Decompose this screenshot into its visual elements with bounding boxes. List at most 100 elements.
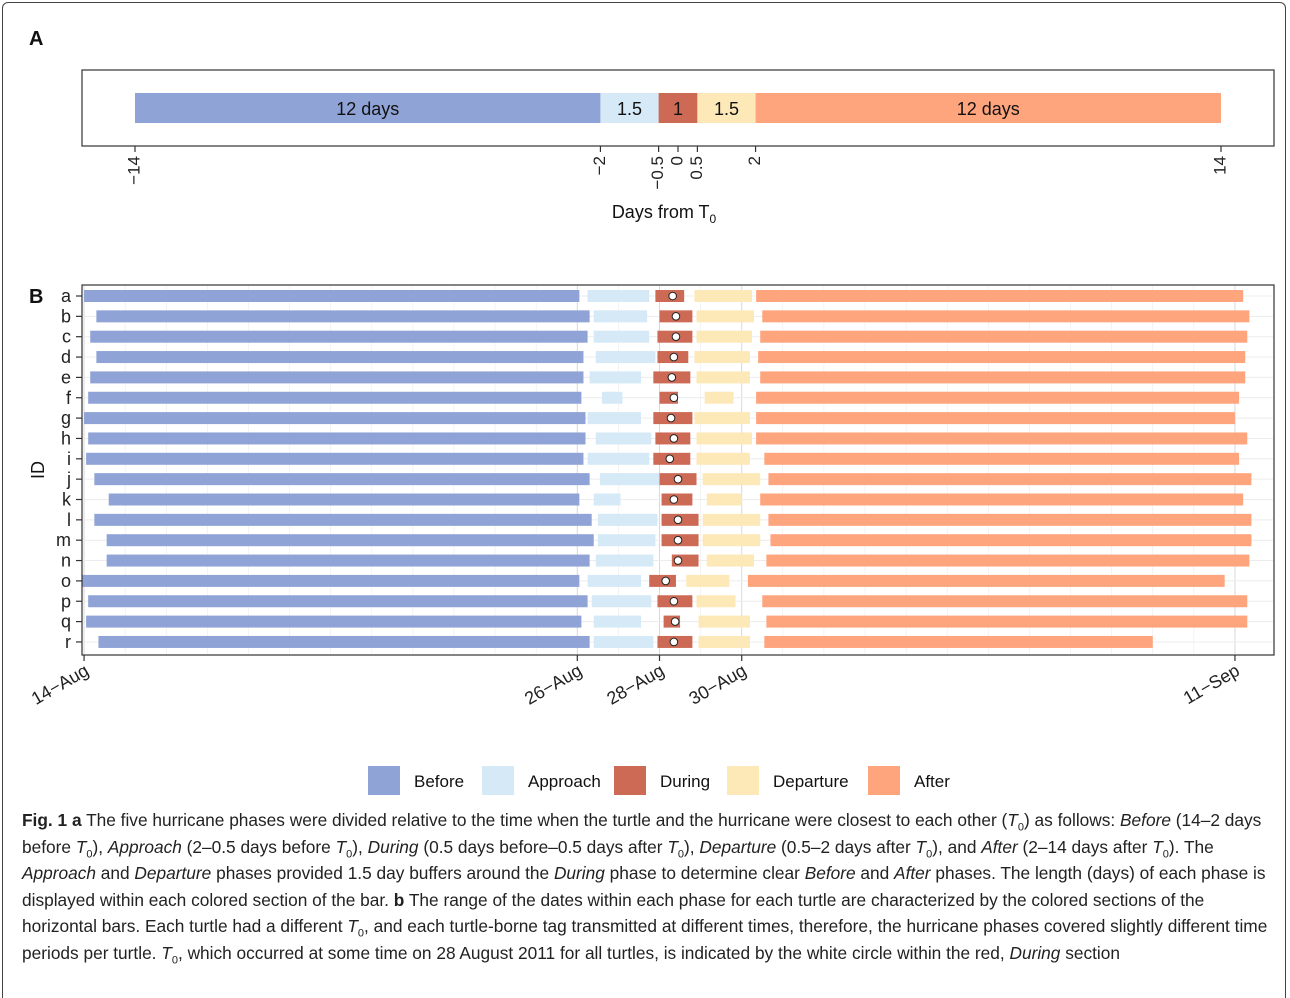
chart-b-bar-g-before: [84, 412, 586, 425]
legend: Before Approach During Departure After: [368, 766, 950, 795]
chart-b-bar-r-departure: [698, 635, 750, 648]
chart-b-ytick-label: p: [61, 591, 71, 611]
chart-b-bar-m-departure: [702, 534, 761, 547]
chart-b-bar-o-before: [82, 574, 580, 587]
chart-b-bar-n-after: [766, 554, 1250, 567]
chart-b-border: [81, 284, 1275, 656]
chart-b-t0-point-p: [669, 596, 679, 606]
chart-b-bar-l-departure: [702, 513, 761, 526]
chart-a-xlabel: Days from T0: [612, 202, 717, 226]
chart-b-t0-point-q: [670, 617, 680, 626]
chart-b-t0-point-e: [667, 373, 677, 382]
chart-b-bar-h-before: [88, 432, 586, 445]
chart-b-t0-point-d: [669, 352, 679, 362]
chart-b-ytick-label: l: [67, 510, 71, 530]
chart-b-t0-point-m: [673, 535, 683, 545]
chart-b-ylabel: ID: [28, 461, 48, 479]
chart-b-bar-i-departure: [696, 452, 750, 465]
chart-b-bar-f-before: [88, 391, 582, 404]
chart-b-t0-point-b: [671, 312, 681, 321]
chart-b-bar-c-before: [90, 330, 588, 343]
chart-b-bar-o-approach: [587, 574, 642, 587]
chart-b-bar-r-approach: [593, 635, 654, 648]
chart-b-t0-point-h: [669, 434, 679, 443]
chart-b-t0-point-o: [661, 576, 670, 586]
chart-b-bar-q-departure: [698, 615, 750, 628]
chart-b-t0-point-i: [665, 454, 675, 464]
chart-b-bar-p-departure: [696, 595, 736, 608]
chart-a-tick-label: −14: [124, 156, 143, 185]
chart-b-bar-b-after: [762, 310, 1250, 323]
chart-a: 12 days 1.5 1 1.5 12 days −14 −2 −0.5 0 0.5 2 14 D…: [81, 69, 1275, 226]
chart-b-bar-i-after: [764, 452, 1240, 465]
chart-b-t0-point-j: [673, 474, 683, 484]
caption-b-label: b: [393, 889, 405, 910]
chart-b-bar-g-departure: [694, 412, 750, 425]
chart-b-ytick-label: f: [66, 388, 72, 408]
chart-b-bar-o-departure: [686, 574, 730, 587]
chart-b-t0-point-a: [668, 291, 677, 301]
chart-b-bar-j-before: [94, 473, 590, 486]
chart-b-ytick-label: m: [56, 530, 71, 550]
caption-a-text: The five hurricane phases were divided r…: [22, 810, 1266, 910]
chart-b-bar-l-before: [94, 513, 592, 526]
chart-b-bar-o-after: [747, 574, 1225, 587]
chart-b-bar-a-departure: [694, 290, 752, 302]
chart-b-bar-c-after: [760, 330, 1248, 343]
legend-swatch-departure: [727, 766, 759, 795]
chart-b-bar-i-before: [86, 452, 584, 465]
chart-b-ytick-label: b: [61, 306, 71, 326]
chart-b-bar-q-before: [86, 615, 582, 628]
chart-a-bar-label-before: 12 days: [336, 99, 399, 119]
chart-a-tick-label: −0.5: [648, 156, 667, 190]
chart-b-bar-d-departure: [694, 351, 750, 364]
chart-b-bar-k-departure: [706, 493, 742, 506]
chart-b-bar-n-before: [106, 554, 590, 567]
chart-b-xtick-label: 30−Aug: [686, 660, 750, 709]
chart-b-bar-c-departure: [696, 330, 752, 343]
legend-label-approach: Approach: [528, 772, 601, 791]
chart-b-bar-d-before: [96, 351, 584, 364]
chart-b-ytick-label: a: [61, 286, 72, 306]
chart-b-bar-h-approach: [595, 432, 652, 445]
chart-b-ytick-label: h: [61, 428, 71, 448]
legend-label-departure: Departure: [773, 772, 849, 791]
chart-b-ytick-label: r: [65, 632, 71, 652]
chart-b-xtick-label: 28−Aug: [603, 660, 667, 709]
chart-b-bar-h-after: [756, 432, 1248, 445]
legend-swatch-approach: [482, 766, 514, 795]
panel-b-label: B: [29, 286, 43, 308]
chart-b-bar-i-approach: [587, 452, 650, 465]
chart-a-bar-after: [755, 93, 1221, 123]
chart-b-t0-point-g: [666, 413, 676, 423]
chart-b-bar-n-approach: [595, 554, 654, 567]
chart-b-bar-j-after: [768, 473, 1252, 486]
chart-b-bar-k-before: [108, 493, 580, 506]
chart-b-bar-e-departure: [696, 371, 750, 384]
chart-b-bar-q-after: [766, 615, 1248, 628]
chart-b-bar-a-after: [756, 290, 1244, 302]
chart-b-panel: [82, 285, 1274, 655]
figure-caption: Fig. 1 a The five hurricane phases were …: [22, 807, 1272, 966]
chart-b-bar-q-approach: [593, 615, 642, 628]
chart-b-t0-point-n: [673, 556, 683, 565]
chart-a-bar-label-approach: 1.5: [617, 99, 642, 119]
chart-b-bar-b-departure: [696, 310, 755, 323]
chart-b-ytick-label: c: [62, 327, 71, 347]
chart-b-bar-e-before: [90, 371, 584, 384]
chart-b-ytick-label: i: [67, 449, 71, 469]
chart-b-bar-k-after: [760, 493, 1244, 506]
chart-a-tick-label: −2: [590, 156, 609, 175]
legend-label-after: After: [914, 772, 950, 791]
chart-b-bar-c-approach: [593, 330, 650, 343]
chart-b-ytick-label: n: [61, 551, 71, 571]
chart-b-ytick-label: k: [62, 490, 72, 510]
chart-a-tick-label: 0: [667, 156, 686, 165]
chart-a-bar-approach: [600, 93, 659, 123]
chart-b-ytick-label: o: [61, 571, 71, 591]
chart-b-bar-p-before: [88, 595, 588, 608]
chart-b-bar-p-after: [762, 595, 1248, 608]
legend-swatch-after: [868, 766, 900, 795]
chart-b-bar-m-after: [770, 534, 1252, 547]
chart-a-tick-label: 14: [1210, 156, 1229, 175]
